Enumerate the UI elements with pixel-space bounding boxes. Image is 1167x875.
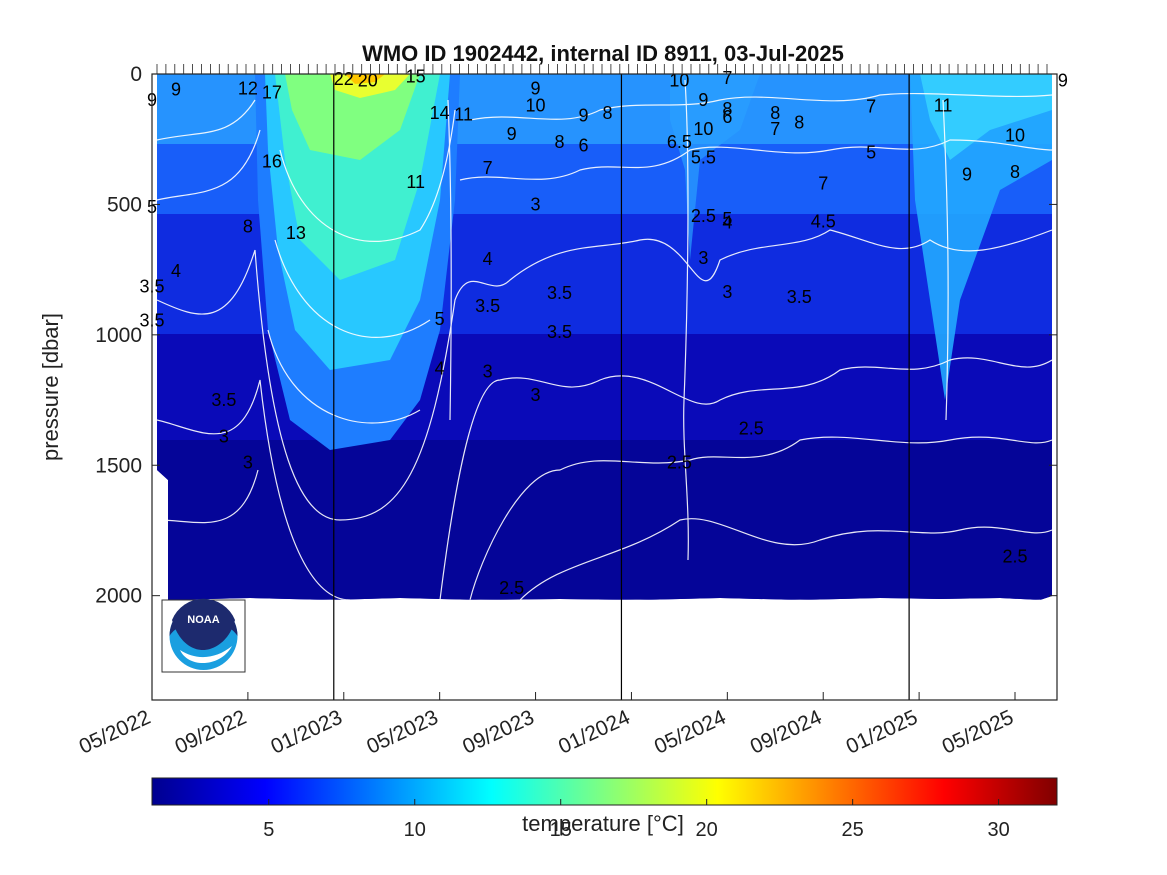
contour-label: 2.5 (1002, 547, 1027, 567)
contour-label: 10 (693, 119, 713, 139)
contour-label: 8 (243, 217, 253, 237)
contour-label: 5 (435, 309, 445, 329)
contour-label: 3.5 (547, 283, 572, 303)
colorbar-tick-label: 25 (842, 819, 864, 841)
colorbar-tick-label: 10 (404, 819, 426, 841)
contour-label: 9 (531, 78, 541, 98)
y-tick-label: 2000 (95, 585, 142, 608)
contour-label: 5 (722, 209, 732, 229)
contour-label: 11 (406, 172, 425, 192)
svg-text:NOAA: NOAA (187, 614, 219, 626)
colorbar-ticks: 5 10 15 20 25 30 (263, 799, 1010, 841)
colorbar-tick-label: 5 (263, 819, 274, 841)
contour-label: 3.5 (787, 287, 812, 307)
contour-label: 8 (794, 112, 804, 132)
contour-label: 8 (602, 103, 612, 123)
y-tick-label: 0 (130, 63, 142, 86)
x-tick-label: 05/2022 (76, 706, 155, 759)
y-tick-label: 1500 (95, 454, 142, 477)
contour-label: 6 (722, 107, 732, 127)
contour-label: 4 (171, 261, 181, 281)
x-tick-label: 05/2023 (363, 706, 442, 759)
contour-label: 10 (1005, 125, 1025, 145)
x-axis: 05/2022 09/2022 01/2023 05/2023 09/2023 01/20… (76, 692, 1018, 759)
y-tick-label: 500 (107, 193, 142, 216)
contour-label: 3.5 (211, 390, 236, 410)
contour-label: 10 (669, 71, 689, 91)
contour-label: 3 (722, 282, 732, 302)
contour-label: 8 (722, 99, 732, 119)
y-axis-label: pressure [dbar] (38, 313, 63, 461)
axes-box (151, 73, 1058, 701)
x-tick-label: 05/2025 (939, 706, 1018, 759)
contour-label: 4 (483, 249, 493, 269)
contour-label: 4 (722, 213, 732, 233)
colorbar (151, 777, 1058, 806)
contour-label: 20 (358, 71, 378, 91)
contour-label: 2.5 (667, 453, 692, 473)
contour-label: 13 (286, 223, 306, 243)
contour-label: 3 (243, 453, 253, 473)
contour-label: 14 (430, 103, 450, 123)
contour-label: 15 (406, 67, 426, 87)
contour-label: 9 (698, 90, 708, 110)
contour-label: 5 (866, 142, 876, 162)
contour-label: 9 (578, 106, 588, 126)
x-tick-label: 05/2024 (651, 706, 730, 759)
temperature-field (157, 74, 1052, 600)
contour-label: 11 (454, 104, 473, 124)
contour-label: 11 (934, 95, 953, 115)
year-boundaries (333, 74, 910, 700)
x-tick-label: 09/2022 (171, 706, 250, 759)
contour-label: 9 (962, 164, 972, 184)
profile-ticks (156, 64, 1048, 74)
contour-label: 4 (435, 359, 445, 379)
y-tick-label: 1000 (95, 324, 142, 347)
x-tick-label: 09/2023 (459, 706, 538, 759)
contour-label: 2.5 (739, 419, 764, 439)
contour-label: 8 (770, 103, 780, 123)
contour-label: 3.5 (475, 296, 500, 316)
contour-label: 3 (219, 427, 229, 447)
x-tick-label: 09/2024 (747, 706, 826, 759)
contour-label: 7 (770, 119, 780, 139)
contour-label: 3 (483, 361, 493, 381)
contour-label: 7 (722, 68, 732, 88)
contour-label: 6 (578, 136, 588, 156)
contour-label: 7 (818, 174, 828, 194)
contour-label: 5.5 (691, 147, 716, 167)
contour-label: 7 (866, 97, 876, 117)
contour-label: 8 (1010, 162, 1020, 182)
chart-title: WMO ID 1902442, internal ID 8911, 03-Jul… (362, 41, 844, 66)
contour-label: 2.5 (499, 578, 524, 598)
contour-label: 8 (555, 132, 565, 152)
contour-label: 3 (531, 385, 541, 405)
colorbar-tick-label: 30 (987, 819, 1009, 841)
x-tick-label: 01/2025 (843, 706, 922, 759)
x-tick-label: 01/2023 (267, 706, 346, 759)
y-axis: 0 500 1000 1500 2000 (95, 63, 1057, 608)
contour-label: 12 (238, 78, 258, 98)
colorbar-tick-label: 15 (550, 819, 572, 841)
colorbar-label: temperature [°C] (522, 811, 684, 836)
contour-label: 3 (531, 194, 541, 214)
contour-label: 16 (262, 151, 282, 171)
colorbar-tick-label: 20 (696, 819, 718, 841)
contour-label: 9 (1058, 71, 1068, 91)
noaa-logo: NOAA (161, 598, 246, 673)
contour-label: 17 (262, 82, 282, 102)
x-tick-label: 01/2024 (555, 706, 634, 759)
contour-label: 3 (698, 248, 708, 268)
contour-label: 6.5 (667, 132, 692, 152)
contour-label: 7 (483, 158, 493, 178)
contour-label: 2.5 (691, 206, 716, 226)
contour-label: 3.5 (547, 322, 572, 342)
contour-label: 10 (526, 95, 546, 115)
contour-label: 9 (171, 80, 181, 100)
contour-label: 9 (507, 124, 517, 144)
contour-label: 4.5 (811, 211, 836, 231)
